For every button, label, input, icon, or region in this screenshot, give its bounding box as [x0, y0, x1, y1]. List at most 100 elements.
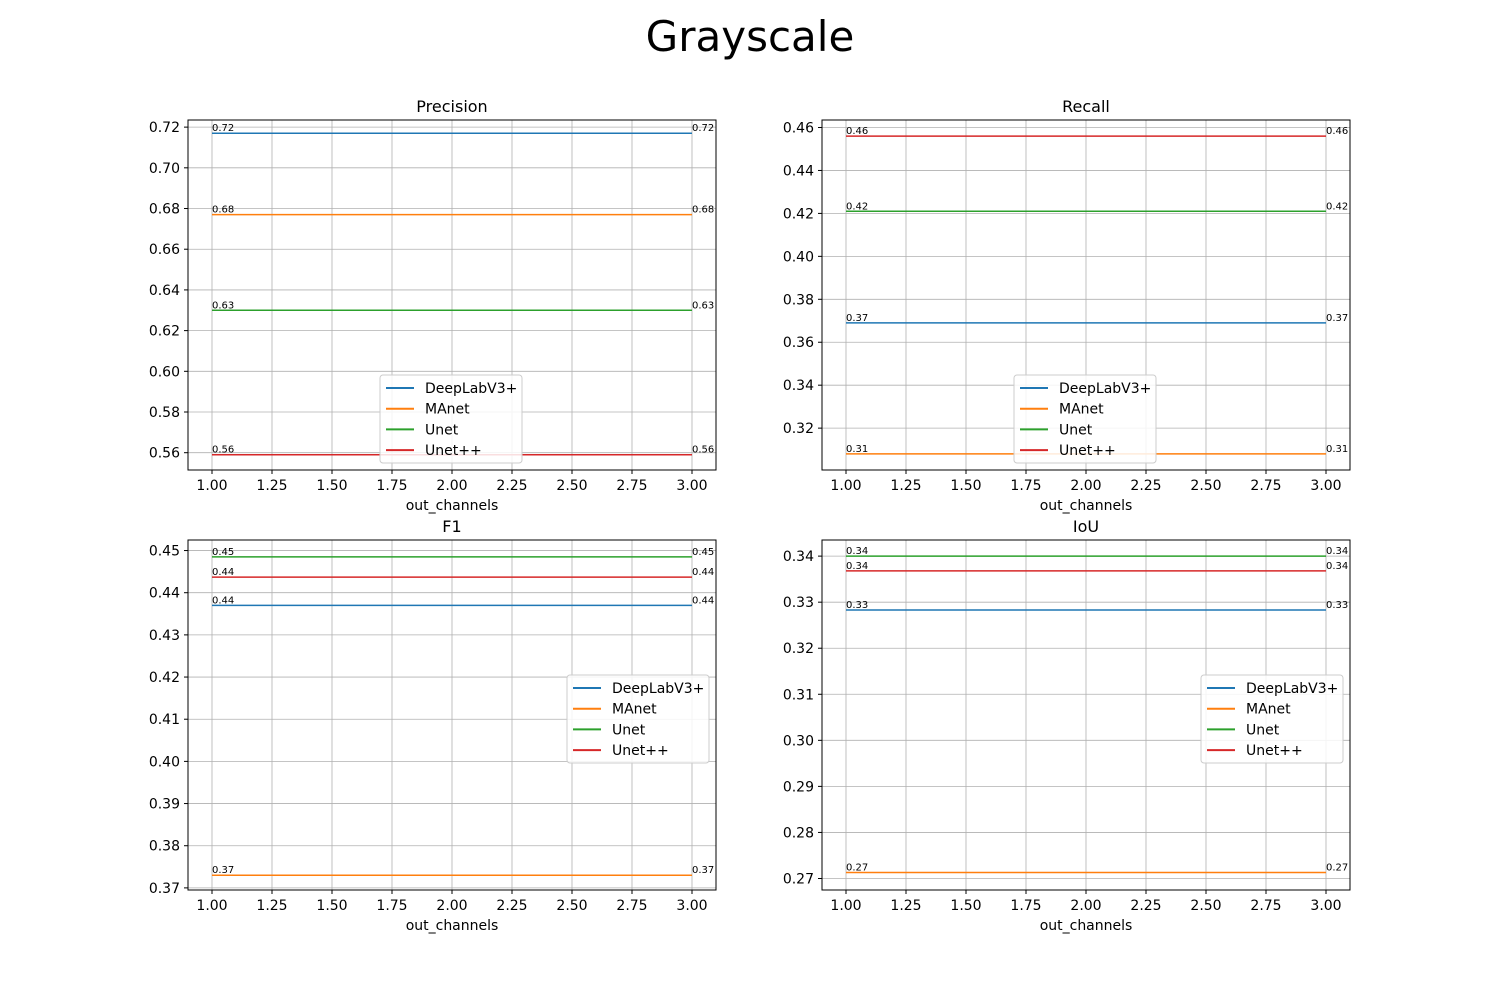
- y-tick-label: 0.70: [149, 161, 180, 177]
- x-tick-label: 2.25: [496, 898, 527, 914]
- x-tick-label: 1.50: [950, 478, 981, 494]
- legend-entry: Unet++: [1246, 743, 1303, 759]
- data-label: 0.34: [1326, 546, 1348, 557]
- y-tick-label: 0.45: [149, 544, 180, 560]
- x-tick-label: 2.50: [1190, 478, 1221, 494]
- y-tick-label: 0.34: [783, 378, 814, 394]
- x-tick-label: 3.00: [1310, 898, 1341, 914]
- data-label: 0.56: [692, 445, 714, 456]
- x-tick-label: 3.00: [1310, 478, 1341, 494]
- y-tick-label: 0.46: [783, 121, 814, 137]
- y-tick-label: 0.64: [149, 283, 180, 299]
- data-label: 0.44: [212, 567, 234, 578]
- legend: DeepLabV3+ MAnet Unet Unet++: [1200, 674, 1344, 764]
- chart-panel-iou: 0.33 0.33 0.27 0.27 0.34 0.34 0.34 0.34 1.00 1.25…: [783, 517, 1351, 934]
- y-tick-label: 0.41: [149, 712, 180, 728]
- data-label: 0.42: [846, 201, 868, 212]
- chart-title: Recall: [1062, 97, 1110, 116]
- data-label: 0.44: [692, 595, 714, 606]
- data-label: 0.37: [846, 313, 868, 324]
- y-tick-label: 0.31: [783, 687, 814, 703]
- y-tick-label: 0.40: [149, 754, 180, 770]
- data-label: 0.72: [692, 123, 714, 134]
- data-label: 0.33: [846, 600, 868, 611]
- y-tick-label: 0.42: [149, 670, 180, 686]
- y-tick-label: 0.39: [149, 797, 180, 813]
- x-tick-label: 1.25: [890, 898, 921, 914]
- legend: DeepLabV3+ MAnet Unet Unet++: [379, 374, 523, 464]
- legend-entry: Unet: [425, 422, 459, 438]
- chart-title: Precision: [416, 97, 487, 116]
- legend-entry: MAnet: [1059, 402, 1104, 418]
- data-label: 0.63: [212, 300, 234, 311]
- x-tick-label: 1.50: [316, 898, 347, 914]
- x-tick-label: 2.00: [436, 898, 467, 914]
- x-axis-label: out_channels: [1040, 498, 1133, 514]
- y-tick-label: 0.72: [149, 120, 180, 136]
- data-label: 0.27: [846, 863, 868, 874]
- x-tick-label: 1.00: [830, 898, 861, 914]
- x-tick-label: 1.00: [196, 478, 227, 494]
- data-label: 0.63: [692, 300, 714, 311]
- x-tick-label: 1.75: [376, 898, 407, 914]
- x-axis-label: out_channels: [406, 498, 499, 514]
- x-tick-label: 2.75: [1250, 478, 1281, 494]
- legend: DeepLabV3+ MAnet Unet Unet++: [1013, 374, 1157, 464]
- data-label: 0.56: [212, 445, 234, 456]
- x-tick-label: 1.50: [950, 898, 981, 914]
- y-tick-label: 0.62: [149, 324, 180, 340]
- x-axis-label: out_channels: [406, 918, 499, 934]
- data-label: 0.42: [1326, 201, 1348, 212]
- legend-entry: MAnet: [425, 402, 470, 418]
- x-tick-label: 2.50: [1190, 898, 1221, 914]
- data-label: 0.44: [692, 567, 714, 578]
- legend-entry: DeepLabV3+: [425, 381, 517, 397]
- data-label: 0.34: [846, 546, 868, 557]
- data-label: 0.31: [1326, 444, 1348, 455]
- x-tick-label: 3.00: [676, 898, 707, 914]
- legend-entry: Unet: [1059, 422, 1093, 438]
- y-tick-label: 0.38: [783, 292, 814, 308]
- legend-box: [1013, 374, 1157, 464]
- y-tick-label: 0.40: [783, 249, 814, 265]
- x-tick-label: 1.50: [316, 478, 347, 494]
- x-tick-label: 2.25: [1130, 898, 1161, 914]
- legend-box: [566, 674, 710, 764]
- x-tick-label: 2.75: [616, 898, 647, 914]
- chart-panel-f1: 0.44 0.44 0.37 0.37 0.45 0.45 0.44 0.44 1.00 1.25…: [149, 517, 717, 934]
- y-tick-label: 0.29: [783, 779, 814, 795]
- y-tick-label: 0.42: [783, 206, 814, 222]
- data-label: 0.46: [1326, 126, 1348, 137]
- legend-box: [379, 374, 523, 464]
- y-tick-label: 0.60: [149, 364, 180, 380]
- x-tick-label: 1.75: [1010, 478, 1041, 494]
- y-tick-label: 0.32: [783, 641, 814, 657]
- y-tick-label: 0.58: [149, 405, 180, 421]
- y-tick-label: 0.68: [149, 202, 180, 218]
- y-tick-label: 0.34: [783, 549, 814, 565]
- legend-entry: DeepLabV3+: [1059, 381, 1151, 397]
- data-label: 0.31: [846, 444, 868, 455]
- data-label: 0.37: [212, 865, 234, 876]
- legend-entry: Unet: [612, 722, 646, 738]
- x-tick-label: 3.00: [676, 478, 707, 494]
- data-label: 0.68: [212, 205, 234, 216]
- data-label: 0.34: [846, 561, 868, 572]
- data-label: 0.37: [692, 865, 714, 876]
- legend-entry: Unet++: [612, 743, 669, 759]
- data-label: 0.33: [1326, 600, 1348, 611]
- y-tick-label: 0.36: [783, 335, 814, 351]
- x-tick-label: 1.75: [376, 478, 407, 494]
- data-label: 0.27: [1326, 863, 1348, 874]
- x-tick-label: 2.00: [1070, 478, 1101, 494]
- chart-panel-precision: 0.72 0.72 0.68 0.68 0.63 0.63 0.56 0.56 1.00 1.25…: [149, 97, 717, 514]
- data-label: 0.34: [1326, 561, 1348, 572]
- data-label: 0.45: [692, 547, 714, 558]
- x-tick-label: 2.00: [1070, 898, 1101, 914]
- chart-panel-recall: 0.37 0.37 0.31 0.31 0.42 0.42 0.46 0.46 1.00 1.25…: [783, 97, 1351, 514]
- figure-title: Grayscale: [645, 12, 855, 61]
- data-label: 0.46: [846, 126, 868, 137]
- legend-box: [1200, 674, 1344, 764]
